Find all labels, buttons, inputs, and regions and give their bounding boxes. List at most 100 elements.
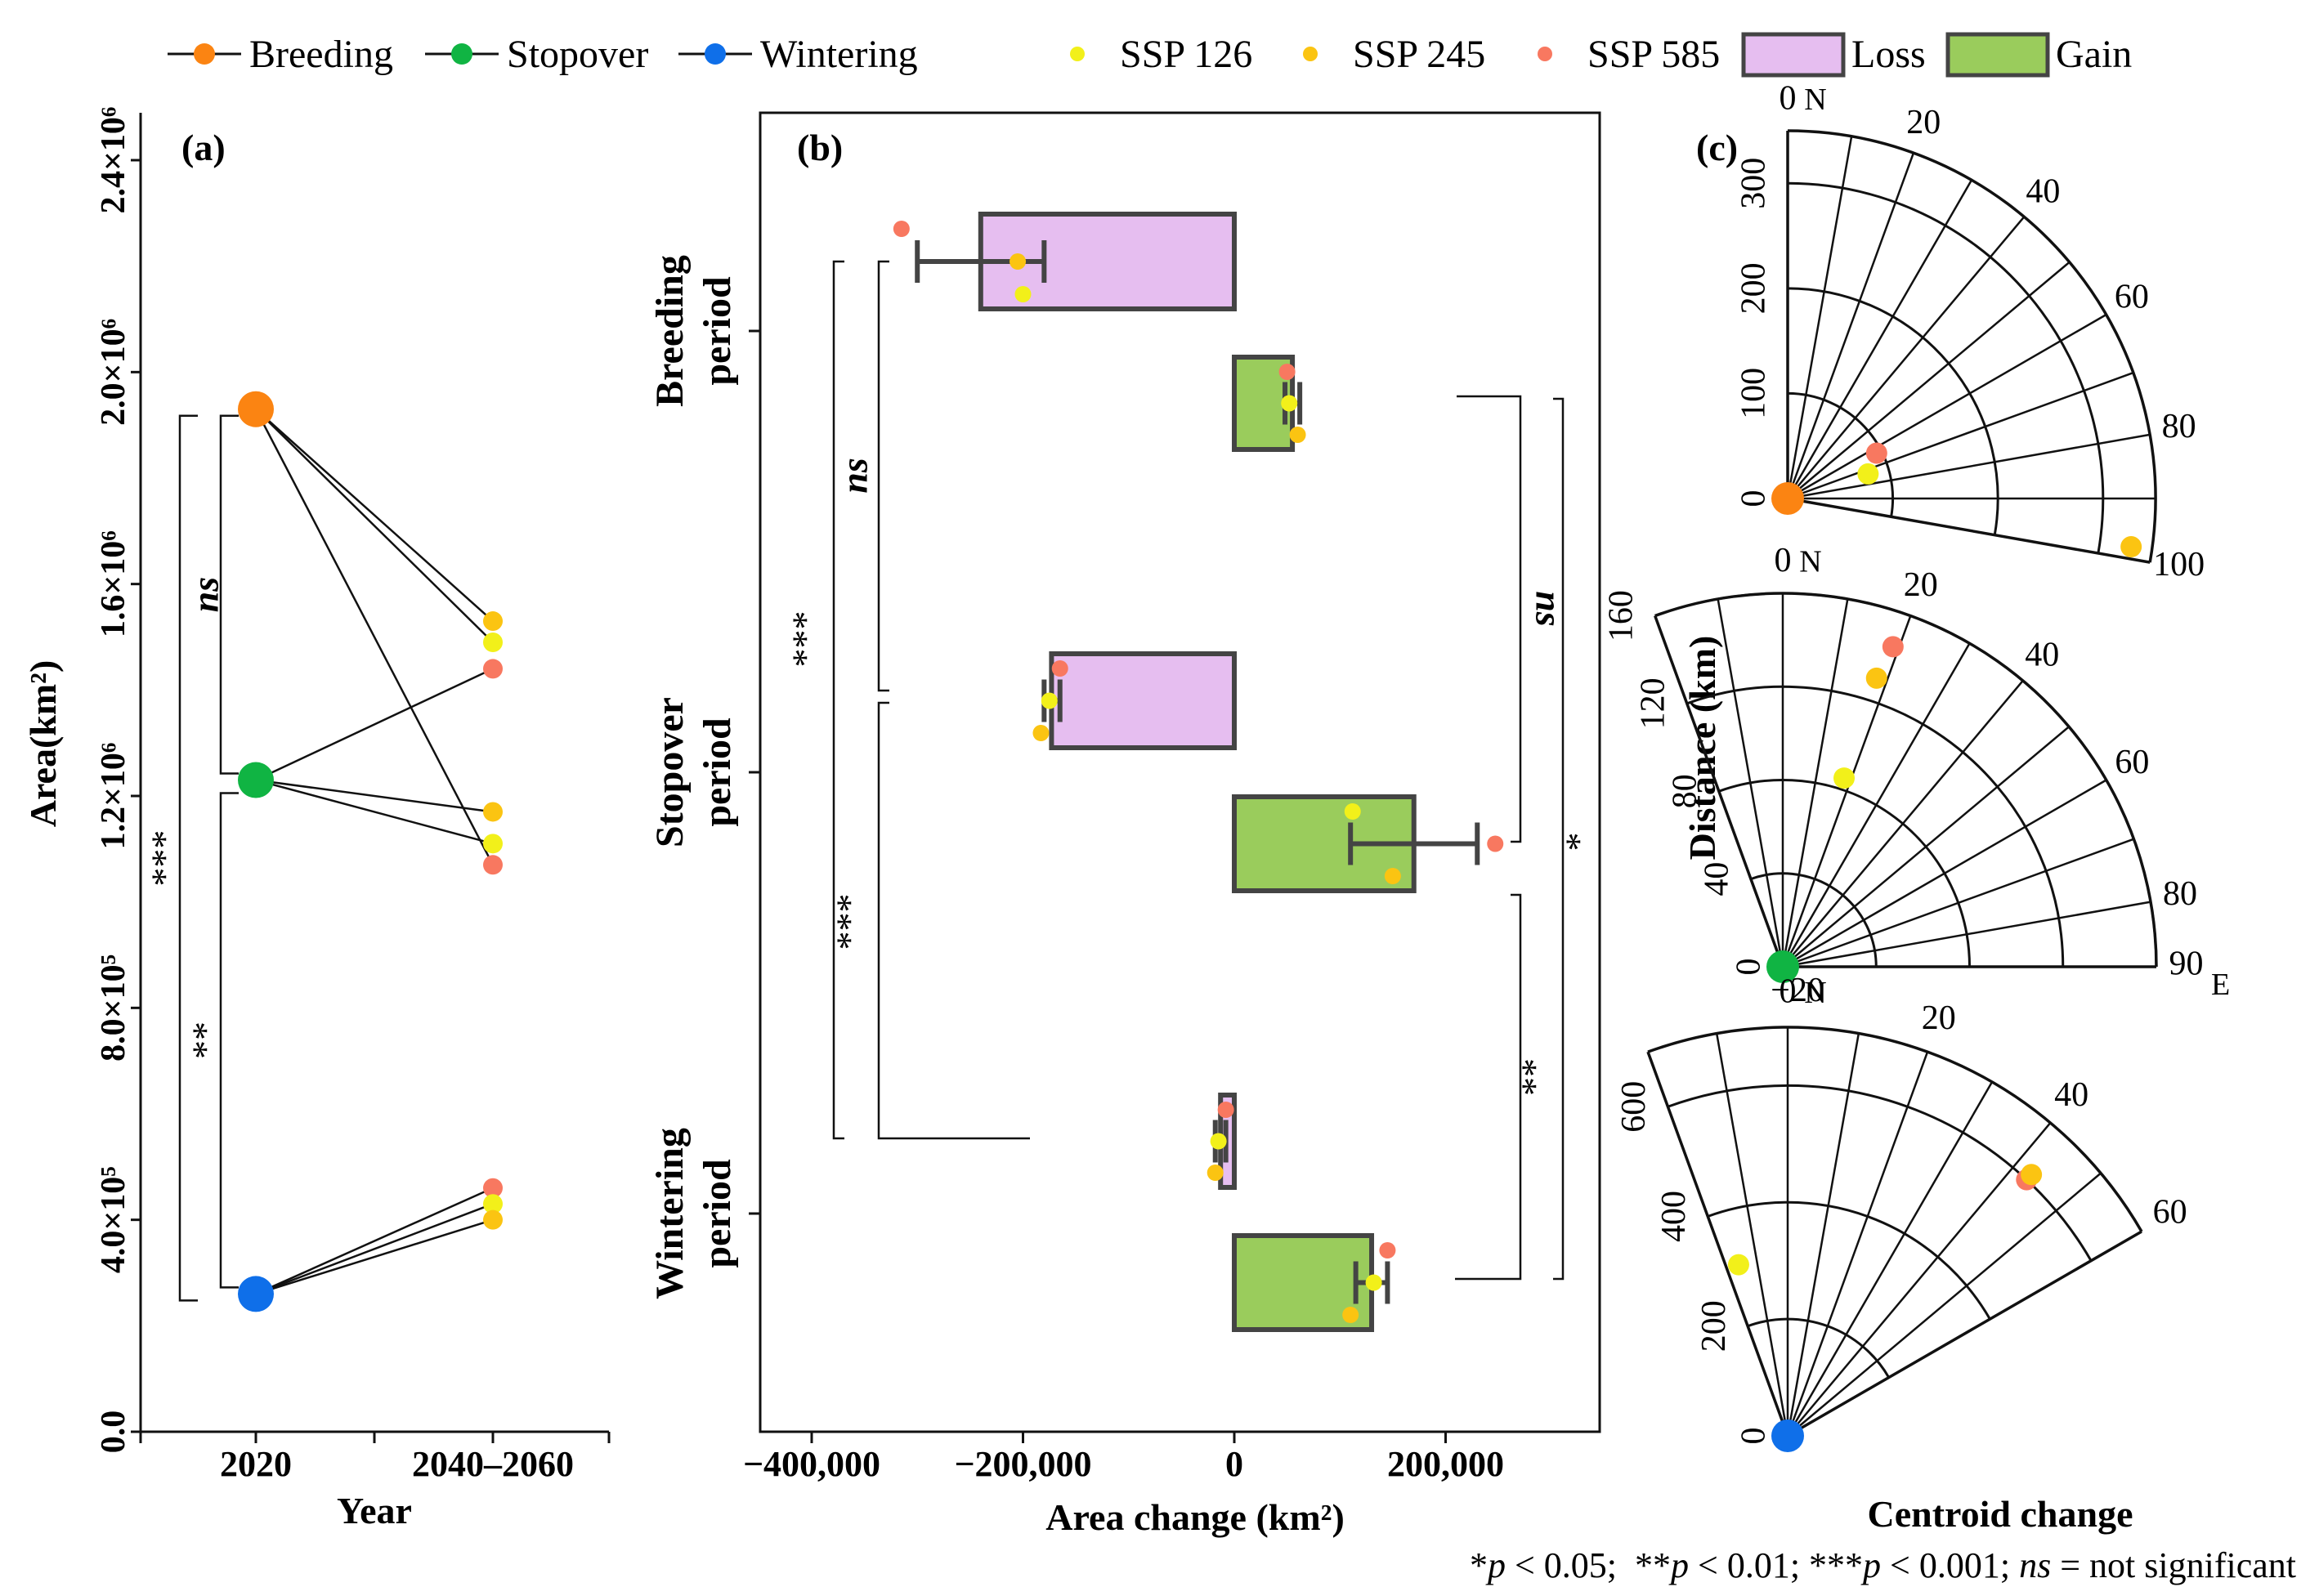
polar-spoke	[1654, 615, 1784, 968]
footnote-part: p	[1671, 1545, 1689, 1585]
point-breeding-ssp-585	[1865, 442, 1887, 464]
r-tick-label: 200	[1735, 262, 1773, 314]
group-label-line: Wintering	[648, 1128, 692, 1299]
sig-b-loss-triple-label: ***	[829, 894, 871, 950]
y-tick-label: 2.0×10⁶	[95, 319, 132, 426]
point-breeding-period-gain-ssp-245	[1289, 427, 1306, 443]
polar-spoke	[1787, 1172, 2102, 1437]
angle-tick-label: 40	[2025, 637, 2059, 674]
panel-c: (c)Distance (km)Centroid change010020030…	[1602, 80, 2230, 1535]
point-wintering-period-loss-ssp-585	[1217, 1102, 1234, 1118]
r-tick-label: 160	[1602, 590, 1640, 642]
r-tick-label: 200	[1695, 1300, 1733, 1352]
polar-spoke	[1715, 1033, 1789, 1437]
point-stopover-ssp-245	[1865, 667, 1887, 689]
legend-marker-wintering	[705, 43, 726, 65]
legend-label-gain: Gain	[2056, 33, 2132, 76]
polar-spoke	[1781, 615, 1912, 968]
y-tick-label: 4.0×10⁵	[95, 1166, 132, 1273]
legend-label-ssp-245: SSP 245	[1353, 33, 1485, 76]
sig-b-loss-outer-bracket	[832, 260, 844, 1140]
y-tick-label: 2.4×10⁶	[95, 106, 132, 213]
group-label-line: Stopover	[648, 697, 692, 847]
sig-b-gain-double-label: **	[1514, 1058, 1556, 1096]
polar-outer-ring	[1647, 1026, 2143, 1232]
polar-spoke	[1787, 261, 2071, 499]
polar-spoke	[1787, 313, 2107, 500]
sig-a-triple-label: ***	[144, 830, 186, 887]
north-label: N	[1799, 544, 1821, 579]
center-breeding	[1771, 482, 1804, 515]
panel-a: 0.0 4.0×10⁵ 8.0×10⁵ 1.2×10⁶ 1.6×10⁶ 2.0×10⁶ 2.…	[22, 106, 611, 1531]
footnote-part: < 0.01; ***	[1689, 1545, 1864, 1585]
point-breeding-ssp-585	[483, 855, 503, 875]
sig-a-double-bracket	[219, 792, 239, 1289]
legend-marker-ssp-585	[1538, 47, 1552, 61]
legend-box-gain	[1945, 32, 2050, 78]
north-label: N	[1804, 976, 1826, 1010]
point-breeding-period-loss-ssp-585	[893, 221, 910, 237]
x-tick-label: 0	[1225, 1444, 1243, 1484]
legend-label-breeding: Breeding	[249, 33, 393, 76]
y-tick-label: 1.6×10⁶	[95, 530, 132, 637]
footnote-part: = not significant	[2051, 1545, 2296, 1585]
polar-spoke	[1786, 1051, 1929, 1437]
group-label-line: Breeding	[648, 255, 692, 407]
group-label-line: period	[696, 1159, 739, 1268]
sig-b-gain-outer-label: *	[1558, 833, 1600, 852]
point-wintering-ssp-585	[483, 1178, 503, 1198]
r-tick-label: 600	[1615, 1081, 1653, 1133]
sig-b-gain-outer-bracket	[1553, 397, 1565, 1281]
r-tick-label: 120	[1634, 677, 1672, 729]
angle-tick-label: 0	[1775, 542, 1792, 579]
point-stopover-ssp-245	[483, 802, 503, 822]
angle-tick-label: 80	[2162, 408, 2196, 445]
point-stopover-ssp-126	[1833, 767, 1856, 789]
x-tick-label: 200,000	[1387, 1444, 1504, 1484]
footnote-part: p	[1487, 1545, 1506, 1585]
point-wintering-period-loss-ssp-126	[1210, 1133, 1227, 1150]
point-wintering-ssp-245	[483, 1209, 503, 1230]
point-stopover-period-loss-ssp-585	[1051, 660, 1068, 677]
north-label: N	[1804, 83, 1826, 117]
r-tick-label: 0	[1735, 1428, 1773, 1445]
angle-tick-label: 100	[2153, 546, 2205, 583]
polar-ring	[1718, 779, 1971, 968]
legend-label-stopover: Stopover	[507, 33, 648, 76]
point-breeding-ssp-245	[2120, 536, 2142, 558]
polar-spoke	[1787, 1230, 2142, 1437]
group-label-breeding-period: Breeding period	[648, 255, 739, 407]
connector-wintering	[255, 1218, 494, 1295]
point-breeding-period-gain-ssp-126	[1281, 395, 1298, 412]
point-breeding-ssp-126	[483, 632, 503, 652]
angle-tick-label: 40	[2026, 172, 2060, 210]
connector-stopover	[255, 779, 494, 813]
point-breeding-period-gain-ssp-585	[1278, 364, 1296, 380]
angle-tick-label: 20	[1904, 566, 1938, 604]
point-wintering-period-gain-ssp-585	[1379, 1242, 1396, 1258]
x-tick-label: −400,000	[743, 1444, 880, 1484]
point-wintering-period-loss-ssp-245	[1207, 1165, 1224, 1181]
connector-breeding	[255, 408, 494, 622]
polar-spoke	[1782, 726, 2070, 968]
polar-spoke	[1786, 136, 1853, 499]
point-stopover-period-gain-ssp-585	[1487, 835, 1504, 852]
footnote-part: p	[1863, 1545, 1882, 1585]
x-axis-title: Year	[337, 1490, 412, 1531]
polar-spoke	[1787, 371, 2134, 500]
point-wintering-ssp-126	[1727, 1254, 1749, 1276]
y-axis-title: Area(km²)	[22, 660, 64, 828]
center-wintering	[1771, 1419, 1804, 1452]
point-breeding-period-loss-ssp-126	[1014, 286, 1032, 302]
group-label-stopover-period: Stopover period	[648, 697, 739, 847]
center-stopover	[1766, 950, 1799, 983]
footnote-part: *	[1469, 1545, 1488, 1585]
polar-spoke	[1786, 1033, 1860, 1437]
point-wintering-period-gain-ssp-245	[1342, 1307, 1359, 1323]
point-stopover-period-gain-ssp-245	[1384, 868, 1401, 884]
legend-label-loss: Loss	[1851, 33, 1926, 76]
polar-spoke	[1781, 642, 1971, 968]
panel-b: −400,000 −200,000 0 200,000 Area change (km²…	[648, 111, 1601, 1538]
